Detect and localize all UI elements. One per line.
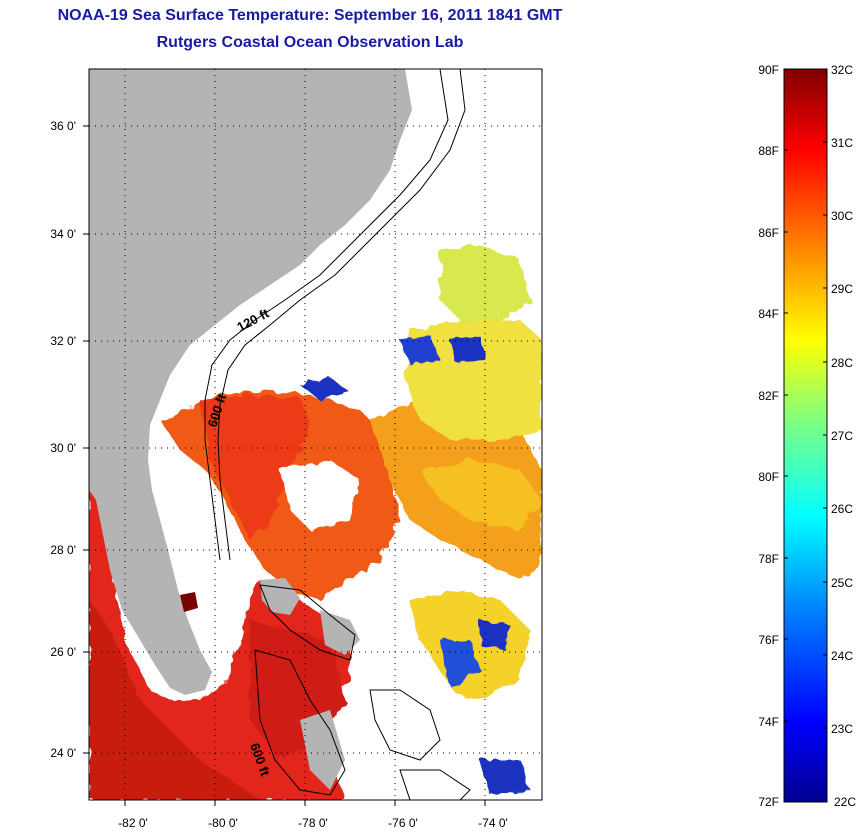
map-subtitle: Rutgers Coastal Ocean Observation Lab	[156, 34, 464, 51]
colorbar-f-label: 76F	[758, 633, 779, 647]
lon-label: -82 0'	[118, 816, 148, 830]
lon-label: -74 0'	[478, 816, 508, 830]
colorbar-c-label: 32C	[831, 63, 853, 77]
colorbar-f-label: 90F	[758, 63, 779, 77]
colorbar-fahrenheit-labels: 90F 88F 86F 84F 82F 80F 78F 76F 74F 72F	[758, 63, 779, 809]
sst-field	[89, 245, 542, 800]
colorbar-f-label: 84F	[758, 307, 779, 321]
lon-label: -80 0'	[208, 816, 238, 830]
colorbar-gradient	[783, 68, 828, 803]
land-mass	[89, 69, 412, 790]
colorbar: 90F 88F 86F 84F 82F 80F 78F 76F 74F 72F …	[758, 63, 856, 809]
colorbar-c-label: 25C	[831, 576, 853, 590]
lat-label: 26 0'	[50, 645, 76, 659]
lon-label: -76 0'	[388, 816, 418, 830]
lat-label: 36 0'	[50, 119, 76, 133]
colorbar-c-label: 28C	[831, 356, 853, 370]
colorbar-f-label: 74F	[758, 715, 779, 729]
colorbar-c-label: 26C	[831, 502, 853, 516]
lat-label: 32 0'	[50, 334, 76, 348]
colorbar-c-label: 29C	[831, 282, 853, 296]
colorbar-ticks	[784, 141, 827, 729]
colorbar-c-label: 30C	[831, 209, 853, 223]
bathymetry-contours	[204, 69, 471, 800]
colorbar-celsius-labels: 32C 31C 30C 29C 28C 27C 26C 25C 24C 23C …	[831, 63, 856, 809]
lon-label: -78 0'	[298, 816, 328, 830]
colorbar-f-label: 78F	[758, 552, 779, 566]
lon-labels: -82 0' -80 0' -78 0' -76 0' -74 0'	[118, 816, 508, 830]
lat-labels: 36 0' 34 0' 32 0' 30 0' 28 0' 26 0' 24 0…	[50, 119, 76, 760]
colorbar-c-label: 23C	[831, 722, 853, 736]
map-plot-area: 120 ft 600 ft 600 ft	[89, 69, 542, 800]
lat-label: 24 0'	[50, 746, 76, 760]
map-ticks	[83, 125, 486, 806]
colorbar-f-label: 88F	[758, 144, 779, 158]
map-frame	[88, 68, 543, 801]
lat-label: 28 0'	[50, 543, 76, 557]
colorbar-f-label: 86F	[758, 226, 779, 240]
colorbar-f-label: 80F	[758, 470, 779, 484]
lat-label: 34 0'	[50, 227, 76, 241]
colorbar-c-label: 24C	[831, 649, 853, 663]
colorbar-c-label: 27C	[831, 429, 853, 443]
colorbar-f-label: 72F	[758, 795, 779, 809]
map-title: NOAA-19 Sea Surface Temperature: Septemb…	[57, 7, 563, 24]
colorbar-c-label: 31C	[831, 136, 853, 150]
lat-label: 30 0'	[50, 441, 76, 455]
colorbar-c-label: 22C	[834, 795, 856, 809]
colorbar-f-label: 82F	[758, 389, 779, 403]
